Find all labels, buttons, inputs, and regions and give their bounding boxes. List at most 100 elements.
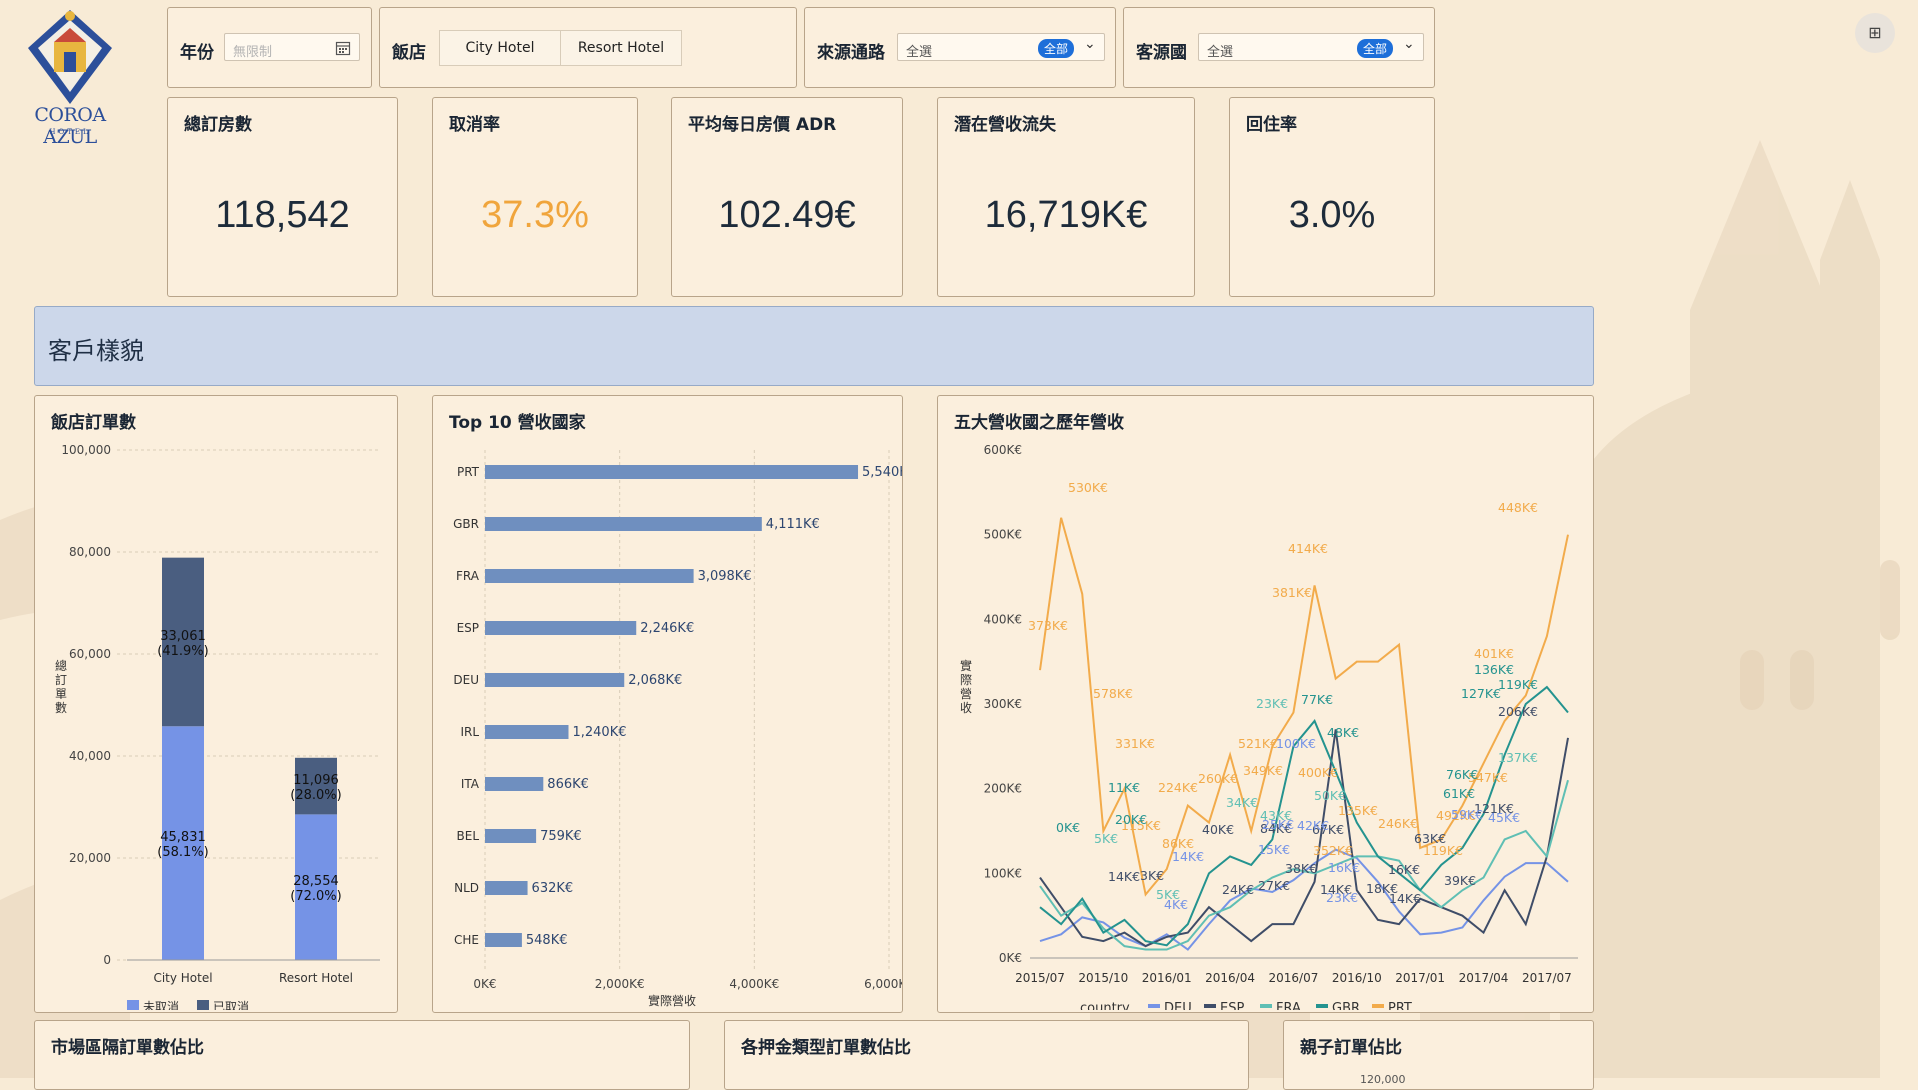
legend-label: DEU — [1164, 1001, 1192, 1010]
y-tick-label: ESP — [457, 621, 479, 635]
data-label: 11K€ — [1108, 780, 1140, 795]
y-axis-label-char: 訂 — [55, 672, 67, 687]
data-label: 27K€ — [1258, 878, 1290, 893]
data-label: 119K€ — [1498, 677, 1538, 692]
data-label: 48K€ — [1327, 725, 1359, 740]
data-label: 63K€ — [1414, 831, 1446, 846]
top10-countries-chart: 0K€ 2,000K€ 4,000K€ 6,000K€ 實際營收 PRT 5,540K€ GB… — [453, 450, 902, 1008]
data-label: 67K€ — [1312, 822, 1344, 837]
country-filter-panel: 客源國 全選 全部 ⌄ — [1123, 7, 1435, 88]
bar — [485, 777, 544, 791]
logo-emblem-icon — [28, 10, 112, 104]
data-label: 42K€ — [1297, 818, 1329, 833]
data-label: 349K€ — [1243, 763, 1283, 778]
country-select-value: 全選 — [1207, 45, 1234, 60]
country-all-badge: 全部 — [1357, 39, 1394, 58]
bar — [485, 517, 762, 531]
y-axis-label-char: 數 — [55, 701, 67, 715]
y-tick-label: 60,000 — [69, 647, 111, 661]
data-label: 14K€ — [1108, 869, 1140, 884]
channel-select[interactable]: 全選 全部 ⌄ — [897, 33, 1105, 61]
chart-title: 五大營收國之歷年營收 — [954, 413, 1124, 433]
y-axis-label-char: 際 — [960, 673, 972, 687]
year-filter-label: 年份 — [180, 43, 214, 63]
bar-pct-label: (72.0%) — [290, 889, 341, 904]
section-banner: 客戶樣貌 — [34, 306, 1594, 386]
kpi-total-bookings: 總訂房數 118,542 — [167, 97, 398, 297]
bar-pct-label: (58.1%) — [157, 845, 208, 860]
data-label: 137K€ — [1498, 750, 1538, 765]
logo-sub: HOTEL — [49, 128, 91, 136]
x-tick-label: 0K€ — [473, 977, 496, 991]
y-tick-label: 20,000 — [69, 851, 111, 865]
data-label: 206K€ — [1498, 704, 1538, 719]
y-tick-label: DEU — [453, 673, 479, 687]
y-tick-label: 80,000 — [69, 545, 111, 559]
kpi-value: 37.3% — [481, 194, 589, 236]
bar-pct-label: (28.0%) — [290, 788, 341, 803]
chevron-down-icon[interactable]: ⌄ — [1403, 36, 1415, 52]
data-label: 59K€ — [1451, 807, 1483, 822]
y-axis-label-char: 總 — [55, 658, 67, 673]
data-label: 14K€ — [1172, 849, 1204, 864]
x-tick-label: 2017/04 — [1459, 971, 1509, 985]
chevron-down-icon[interactable]: ⌄ — [1084, 36, 1096, 52]
data-label: 38K€ — [1285, 861, 1317, 876]
y-axis-label-char: 營 — [960, 687, 972, 701]
x-tick-label: 4,000K€ — [729, 977, 779, 991]
y-axis-label-char: 收 — [960, 701, 972, 715]
x-tick-label: 2016/10 — [1332, 971, 1382, 985]
legend-swatch — [127, 1000, 139, 1010]
logo: COROA AZUL HOTEL — [8, 8, 132, 148]
data-label: 331K€ — [1115, 736, 1155, 751]
data-label: 4K€ — [1164, 897, 1188, 912]
data-label: 5K€ — [1156, 887, 1180, 902]
bar — [295, 757, 337, 815]
bar-value-label: 4,111K€ — [766, 517, 820, 532]
data-label: 414K€ — [1288, 541, 1328, 556]
chart-title: 飯店訂單數 — [51, 413, 136, 433]
bar-pct-label: (41.9%) — [157, 644, 208, 659]
y-tick-label: 300K€ — [984, 697, 1022, 711]
data-label: 18K€ — [1366, 881, 1398, 896]
data-label: 20K€ — [1115, 812, 1147, 827]
data-label: 86K€ — [1162, 836, 1194, 851]
hotel-option-resort[interactable]: Resort Hotel — [560, 30, 682, 66]
data-label: 119K€ — [1423, 843, 1463, 858]
x-tick-label: 2015/07 — [1015, 971, 1065, 985]
legend-label: 未取消 — [143, 1000, 179, 1010]
bar-value-label: 759K€ — [540, 829, 582, 844]
y-tick-label: ITA — [461, 777, 480, 791]
x-tick-label: 2015/10 — [1078, 971, 1128, 985]
kpi-cancel-rate: 取消率 37.3% — [432, 97, 638, 297]
data-label: 352K€ — [1313, 843, 1353, 858]
data-label: 25K€ — [1262, 817, 1294, 832]
data-label: 491K€ — [1436, 808, 1476, 823]
country-select[interactable]: 全選 全部 ⌄ — [1198, 33, 1424, 61]
y-tick-label: PRT — [457, 465, 480, 479]
year-input[interactable]: 無限制 — [224, 33, 360, 61]
calendar-icon[interactable] — [335, 40, 351, 56]
data-label: 24K€ — [1222, 882, 1254, 897]
y-tick-label: 600K€ — [984, 443, 1022, 457]
layout-icon[interactable]: ⊞ — [1855, 13, 1895, 53]
hotel-option-city[interactable]: City Hotel — [439, 30, 561, 66]
x-tick-label: 2016/01 — [1142, 971, 1192, 985]
data-label: 401K€ — [1474, 646, 1514, 661]
y-tick-label: 400K€ — [984, 612, 1022, 626]
y-axis-label-char: 單 — [55, 687, 67, 701]
data-label: 3K€ — [1140, 868, 1164, 883]
legend-label: FRA — [1276, 1001, 1301, 1010]
y-tick-label: 0K€ — [999, 951, 1022, 965]
kpi-value: 3.0% — [1288, 194, 1376, 236]
bar-value-label: 1,240K€ — [572, 725, 626, 740]
bar-value-label: 2,246K€ — [640, 621, 694, 636]
data-label: 246K€ — [1378, 816, 1418, 831]
data-label: 45K€ — [1488, 810, 1520, 825]
kpi-label: 回住率 — [1246, 115, 1297, 135]
bar — [485, 621, 637, 635]
legend-swatch — [1316, 1004, 1328, 1008]
data-label: 135K€ — [1338, 803, 1378, 818]
legend-title: country — [1080, 1001, 1130, 1010]
x-tick-label: 6,000K€ — [864, 977, 902, 991]
